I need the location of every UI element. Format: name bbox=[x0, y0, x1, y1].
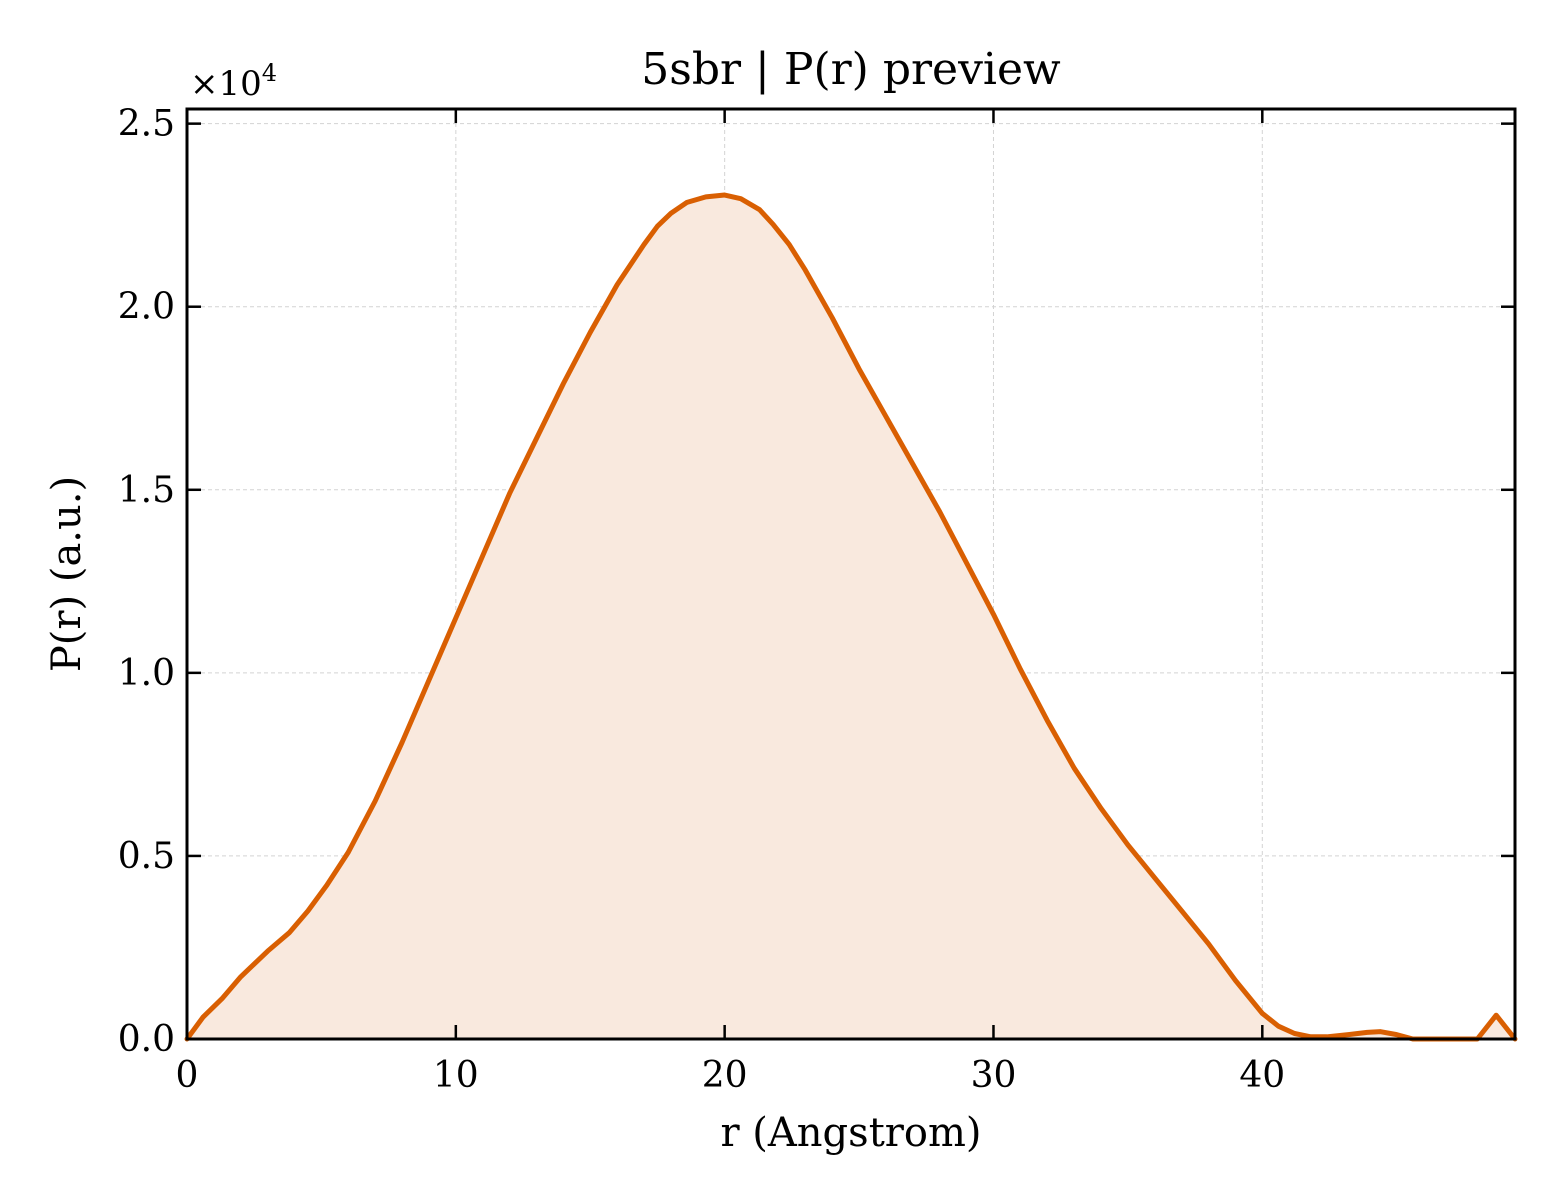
series-line bbox=[184, 192, 1518, 1042]
y-tick-label: 1.5 bbox=[118, 470, 175, 511]
x-tick-label: 10 bbox=[433, 1055, 479, 1096]
ticks-group: 0 10 20 30 40 0.0 0.5 1.0 1.5 2.0 2.5 bbox=[118, 104, 1515, 1096]
chart-title: 5sbr | P(r) preview bbox=[641, 44, 1061, 95]
y-tick-label: 2.0 bbox=[118, 287, 175, 328]
y-tick-label: 0.5 bbox=[118, 836, 175, 877]
x-tick-label: 30 bbox=[971, 1055, 1017, 1096]
y-tick-label: 1.0 bbox=[118, 653, 175, 694]
y-axis-label: P(r) (a.u.) bbox=[44, 476, 90, 672]
series-area-fill bbox=[187, 195, 1515, 1040]
y-scale-label: ×104 bbox=[190, 59, 277, 104]
x-axis-label: r (Angstrom) bbox=[720, 1110, 981, 1156]
y-scale-exponent: 4 bbox=[262, 59, 277, 87]
x-tick-label: 0 bbox=[176, 1055, 199, 1096]
x-tick-label: 20 bbox=[702, 1055, 748, 1096]
plot-frame bbox=[185, 107, 1517, 1041]
series-group bbox=[184, 192, 1518, 1042]
x-tick-label: 40 bbox=[1239, 1055, 1285, 1096]
y-tick-label: 2.5 bbox=[118, 104, 175, 145]
y-scale-base: ×10 bbox=[190, 64, 262, 104]
y-tick-label: 0.0 bbox=[118, 1019, 175, 1060]
